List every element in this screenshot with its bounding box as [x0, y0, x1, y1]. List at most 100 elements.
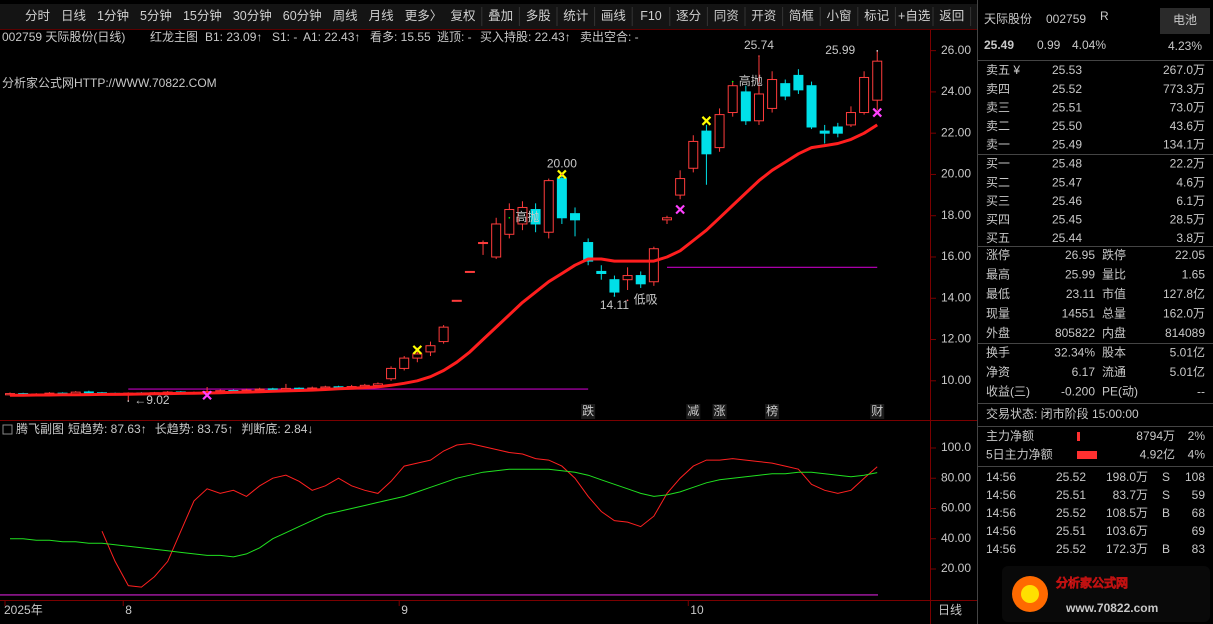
- toolbar-button[interactable]: 简框: [789, 9, 815, 23]
- tick-side: S: [1162, 470, 1170, 484]
- order-volume: 3.8万: [1176, 231, 1205, 245]
- title-icon: [2, 424, 13, 435]
- tick-time: 14:56: [986, 470, 1016, 484]
- candle-body: [806, 85, 817, 128]
- annotation-anchor: [876, 50, 879, 52]
- toolbar-tab[interactable]: 更多〉: [405, 9, 443, 23]
- order-label: 卖五 ¥: [986, 63, 1020, 77]
- toolbar-tab[interactable]: 1分钟: [97, 8, 129, 23]
- stat-label: PE(动): [1102, 385, 1138, 399]
- annotation-anchor: [626, 299, 629, 302]
- tick-price: 25.51: [1056, 524, 1086, 538]
- stat-label: 外盘: [986, 325, 1010, 340]
- signal-marker: [675, 204, 685, 215]
- toolbar-tab[interactable]: 15分钟: [183, 8, 222, 23]
- toolbar-button[interactable]: 画线: [601, 9, 627, 23]
- toolbar-button[interactable]: 统计: [563, 9, 588, 23]
- sector-button-bg: [1160, 8, 1210, 34]
- candle-body: [727, 85, 738, 114]
- chart-header-item: S1: -: [272, 30, 297, 44]
- toolbar-tab[interactable]: 周线: [333, 9, 359, 23]
- event-tag-bg: [870, 404, 885, 419]
- logo-title: 分析家公式网: [1056, 575, 1128, 590]
- candle-body: [267, 388, 278, 391]
- toolbar-tab[interactable]: 月线: [369, 9, 395, 23]
- toolbar-tab[interactable]: 分时: [25, 9, 51, 23]
- candle-body: [583, 242, 594, 262]
- flow-value: 4.92亿: [1140, 447, 1175, 462]
- order-price: 25.51: [1052, 100, 1082, 114]
- candle-body: [832, 126, 843, 134]
- toolbar-button[interactable]: 多股: [526, 9, 552, 23]
- annotation-anchor: [758, 55, 760, 57]
- toolbar-button[interactable]: 逐分: [676, 9, 701, 23]
- watermark: 分析家公式网HTTP://WWW.70822.COM: [2, 75, 217, 90]
- candle-body: [622, 275, 633, 281]
- toolbar-button[interactable]: 标记: [864, 9, 890, 23]
- order-volume: 43.6万: [1170, 119, 1205, 133]
- toolbar-button[interactable]: 返回: [939, 9, 964, 23]
- x-tick-label: 9: [401, 603, 408, 617]
- sector-button[interactable]: 电池: [1173, 13, 1197, 27]
- order-price: 25.45: [1052, 212, 1082, 226]
- order-price: 25.49: [1052, 138, 1082, 152]
- x-tick-label: 10: [690, 603, 704, 617]
- event-tag: 涨: [714, 403, 726, 418]
- event-tag-bg: [686, 404, 701, 419]
- toolbar-button[interactable]: 开资: [751, 9, 776, 23]
- toolbar-tab[interactable]: 30分钟: [233, 8, 272, 23]
- candle-body: [83, 391, 94, 394]
- order-label: 卖二: [986, 119, 1010, 133]
- flow-label: 5日主力净额: [986, 448, 1053, 462]
- chart-header-item: 逃顶: -: [437, 30, 472, 44]
- candle-body: [504, 209, 515, 235]
- y-tick-label: 60.00: [941, 501, 971, 515]
- toolbar-tab[interactable]: 5分钟: [140, 8, 172, 23]
- signal-marker: [872, 107, 883, 118]
- candle-body: [570, 213, 581, 221]
- y-tick-label: 26.00: [941, 43, 971, 57]
- tick-price: 25.52: [1056, 506, 1086, 520]
- annotation: ←9.02: [134, 393, 170, 407]
- order-label: 买一: [986, 157, 1010, 171]
- tick-volume: 108.5万: [1106, 506, 1148, 520]
- order-price: 25.53: [1052, 63, 1082, 77]
- toolbar-tab[interactable]: 60分钟: [283, 8, 322, 23]
- toolbar-button[interactable]: +自选: [898, 9, 931, 23]
- tick-price: 25.51: [1056, 488, 1086, 502]
- period-label: 日线: [938, 603, 962, 617]
- trade-status: 交易状态: 闭市阶段 15:00:00: [986, 406, 1139, 421]
- order-price: 25.44: [1052, 231, 1082, 245]
- y-tick-label: 22.00: [941, 125, 971, 139]
- toolbar-button[interactable]: F10: [640, 9, 662, 23]
- toolbar-tab[interactable]: 日线: [61, 9, 87, 23]
- annotation-anchor: [127, 400, 130, 402]
- stat-label: 收益(三): [986, 385, 1030, 399]
- signal-stroke: [675, 204, 685, 215]
- order-volume: 773.3万: [1163, 82, 1205, 96]
- stat-label: 总量: [1102, 307, 1126, 321]
- order-price: 25.50: [1052, 119, 1082, 133]
- order-volume: 73.0万: [1170, 100, 1205, 114]
- legend-item: 长趋势: 83.75↑: [155, 422, 234, 436]
- toolbar-button[interactable]: 复权: [450, 8, 476, 23]
- toolbar-button[interactable]: 小窗: [826, 9, 851, 23]
- annotation: 高抛: [739, 73, 763, 88]
- x-tick-label: 8: [125, 603, 132, 617]
- flow-pct: 4%: [1188, 448, 1206, 462]
- order-label: 卖三: [986, 100, 1010, 114]
- legend-item: 短趋势: 87.63↑: [68, 422, 147, 436]
- stat-label: 涨停: [986, 247, 1010, 262]
- order-price: 25.46: [1052, 194, 1082, 208]
- toolbar-button[interactable]: 叠加: [488, 9, 513, 23]
- stat-label: 换手: [986, 346, 1010, 360]
- toolbar-button[interactable]: 同资: [714, 9, 739, 23]
- last-price: 25.49: [984, 38, 1014, 52]
- y-tick-label: 80.00: [941, 470, 971, 484]
- indicator-line: [10, 468, 878, 558]
- stat-value: 14551: [1062, 307, 1096, 321]
- event-tag: 跌: [582, 403, 594, 418]
- candle-body: [254, 388, 265, 391]
- tick-volume: 198.0万: [1106, 470, 1148, 484]
